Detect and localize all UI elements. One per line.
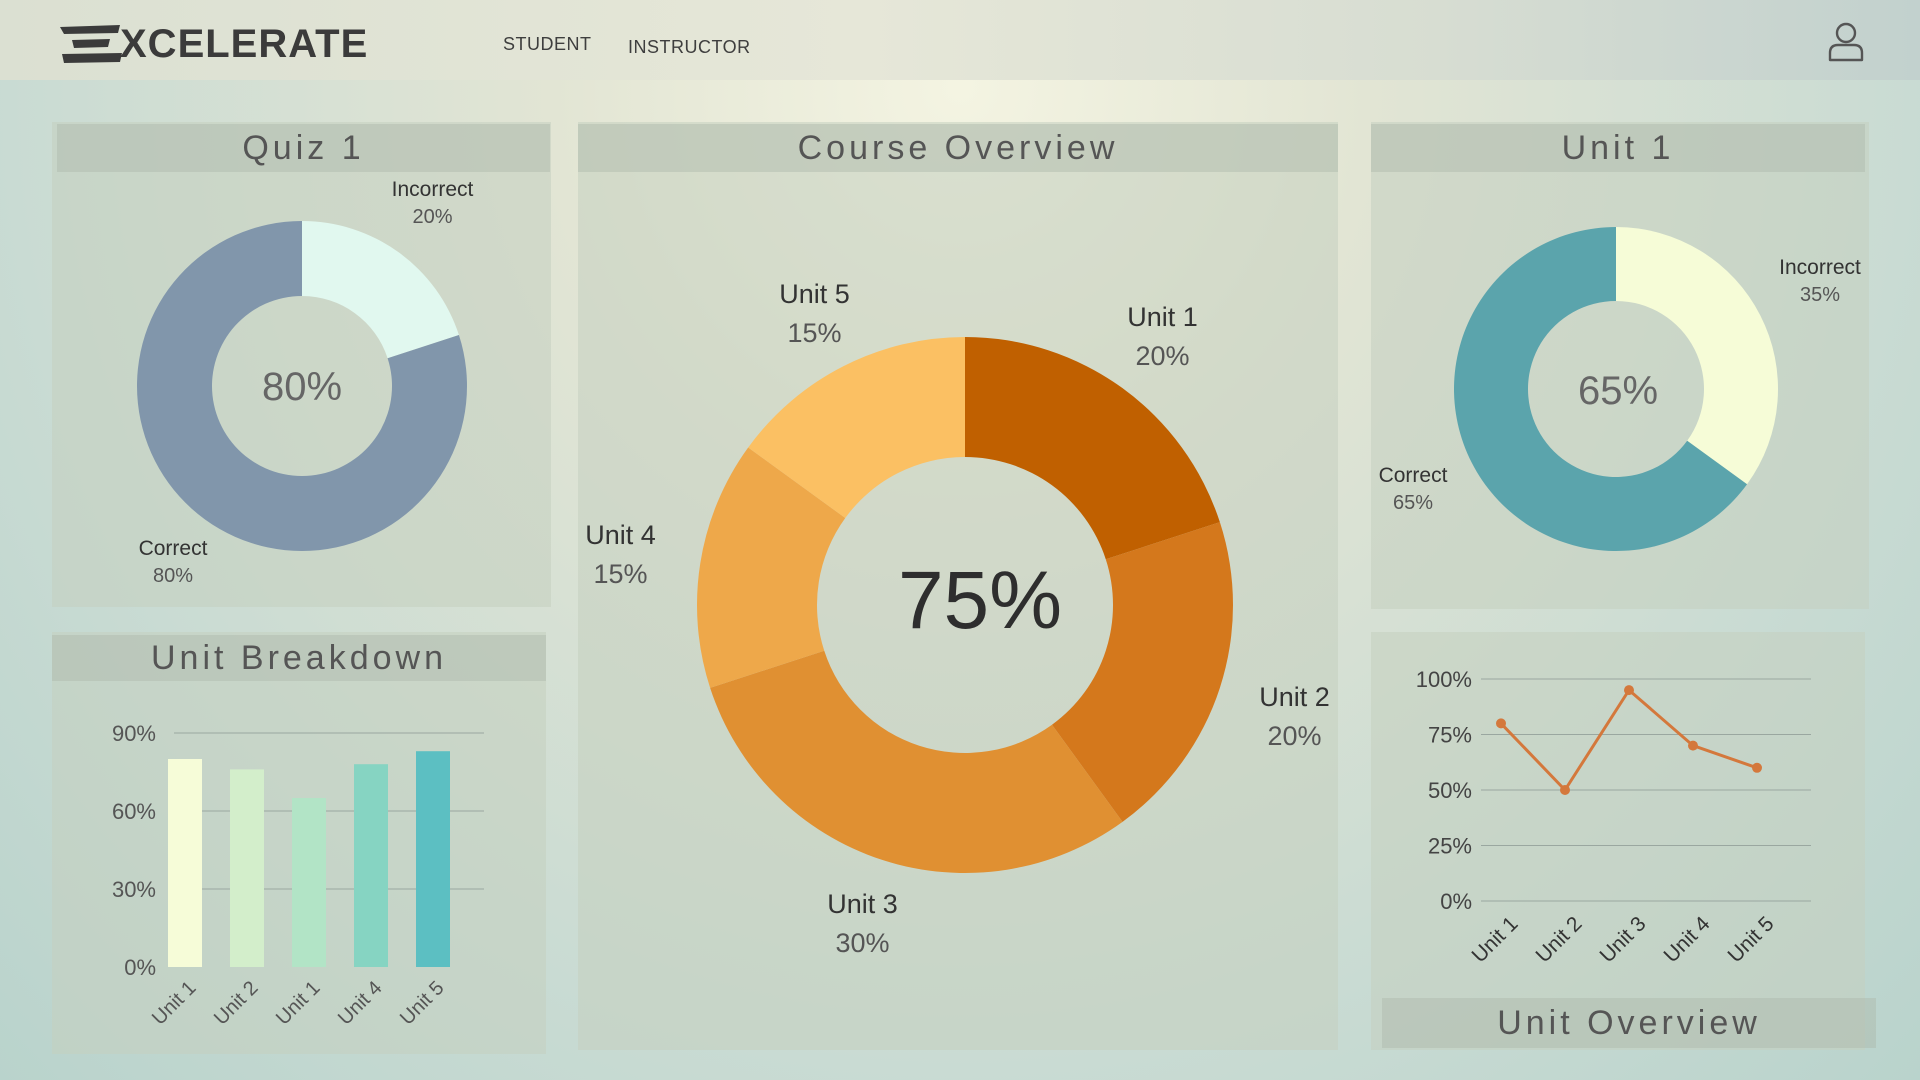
line-ytick-label: 75%	[1428, 723, 1472, 748]
unit1-donut: 65%	[1454, 227, 1778, 551]
user-profile-icon[interactable]	[1826, 20, 1866, 62]
bar-5	[416, 751, 450, 967]
bar-xtick-label: Unit 1	[272, 977, 325, 1030]
quiz1-incorrect-name: Incorrect	[391, 178, 474, 201]
logo-mark-icon	[60, 25, 122, 63]
course-unit3-pct: 30%	[835, 928, 890, 958]
course-slice-unit5	[748, 337, 965, 519]
line-series	[1499, 687, 1758, 793]
line-xtick-label: Unit 5	[1723, 912, 1778, 967]
unit1-incorrect-label: Incorrect 35%	[1770, 256, 1870, 307]
unit1-correct-slice	[1454, 227, 1748, 551]
bar-xtick-label: Unit 2	[210, 977, 263, 1030]
course-center-value: 75%	[898, 555, 1062, 646]
bar-xtick-label: Unit 1	[148, 977, 201, 1030]
bar-ytick-label: 0%	[124, 955, 156, 980]
line-point-2	[1560, 785, 1570, 795]
quiz1-incorrect-pct: 20%	[412, 206, 453, 228]
course-unit2-pct: 20%	[1267, 721, 1322, 751]
bar-3	[292, 798, 326, 967]
bar-xtick-label: Unit 4	[334, 977, 387, 1030]
unit1-center-value: 65%	[1578, 369, 1658, 413]
line-ytick-label: 50%	[1428, 778, 1472, 803]
course-label-unit4: Unit 4 15%	[563, 520, 678, 590]
unit-overview-title: Unit Overview	[1382, 998, 1876, 1048]
logo-text: XCELERATE	[120, 21, 369, 66]
quiz1-correct-label: Correct 80%	[123, 537, 223, 588]
course-slice-unit1	[965, 337, 1220, 560]
top-bar: XCELERATE STUDENT INSTRUCTOR	[0, 0, 1920, 80]
quiz1-correct-slice	[137, 221, 468, 551]
unit1-correct-label: Correct 65%	[1363, 464, 1463, 515]
unit-overview-panel	[1371, 632, 1865, 1050]
course-unit1-pct: 20%	[1135, 341, 1190, 371]
logo[interactable]: XCELERATE	[58, 20, 368, 68]
course-unit4-pct: 15%	[593, 559, 648, 589]
quiz1-incorrect-label: Incorrect 20%	[380, 178, 485, 229]
course-overview-title: Course Overview	[578, 124, 1338, 172]
course-unit5-pct: 15%	[787, 318, 842, 348]
unit-breakdown-bar-chart: 0%30%60%90%Unit 1 Unit 2 Unit 1 Unit 4 Unit …	[112, 721, 484, 1030]
line-ytick-label: 0%	[1440, 889, 1472, 914]
bar-ytick-label: 90%	[112, 721, 156, 746]
course-slice-unit2	[1051, 522, 1233, 822]
course-slice-unit3	[710, 650, 1123, 873]
line-ytick-label: 25%	[1428, 834, 1472, 859]
quiz1-correct-name: Correct	[138, 537, 208, 560]
course-label-unit3: Unit 3 30%	[805, 889, 920, 959]
line-point-3	[1624, 685, 1634, 696]
course-label-unit1: Unit 1 20%	[1105, 302, 1220, 372]
bar-xtick-label: Unit 5	[396, 977, 449, 1030]
course-unit4-name: Unit 4	[585, 520, 656, 550]
unit1-title: Unit 1	[1371, 124, 1865, 172]
quiz1-donut: 80%	[137, 221, 468, 551]
quiz1-correct-pct: 80%	[152, 565, 194, 587]
unit1-correct-pct: 65%	[1392, 492, 1434, 514]
course-unit5-name: Unit 5	[779, 279, 850, 309]
course-unit2-name: Unit 2	[1259, 682, 1330, 712]
nav-student[interactable]: STUDENT	[503, 34, 592, 54]
unit-breakdown-title: Unit Breakdown	[52, 635, 546, 681]
unit1-incorrect-name: Incorrect	[1779, 256, 1861, 279]
course-unit3-name: Unit 3	[827, 889, 898, 919]
line-point-4	[1688, 740, 1698, 751]
line-xtick-label: Unit 1	[1467, 912, 1522, 967]
bar-1	[168, 759, 202, 967]
course-unit1-name: Unit 1	[1127, 302, 1198, 332]
course-label-unit5: Unit 5 15%	[757, 279, 872, 349]
course-label-unit2: Unit 2 20%	[1237, 682, 1352, 752]
course-overview-donut: 75%	[697, 337, 1233, 873]
quiz1-center-value: 80%	[262, 365, 342, 409]
bar-2	[230, 769, 264, 967]
line-point-5	[1752, 762, 1762, 773]
bar-4	[354, 764, 388, 967]
line-xtick-label: Unit 2	[1531, 912, 1586, 967]
quiz1-title: Quiz 1	[57, 124, 550, 172]
nav-instructor[interactable]: INSTRUCTOR	[628, 37, 751, 57]
bar-ytick-label: 60%	[112, 799, 156, 824]
line-xtick-label: Unit 4	[1659, 912, 1714, 967]
line-point-1	[1496, 718, 1506, 729]
line-xtick-label: Unit 3	[1595, 912, 1650, 967]
unit1-correct-name: Correct	[1378, 464, 1448, 487]
unit1-incorrect-slice	[1616, 227, 1778, 485]
course-slice-unit4	[697, 447, 846, 688]
bar-ytick-label: 30%	[112, 877, 156, 902]
unit1-incorrect-pct: 35%	[1799, 284, 1841, 306]
line-ytick-label: 100%	[1416, 667, 1472, 692]
quiz1-incorrect-slice	[302, 221, 459, 359]
